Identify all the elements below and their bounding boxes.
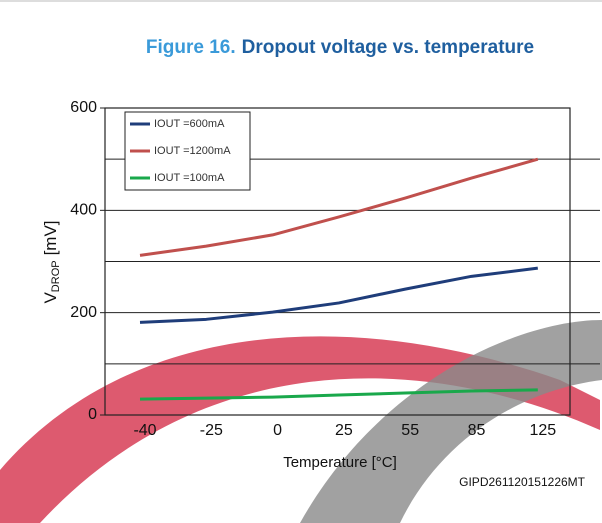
x-tick-label: 55 xyxy=(401,422,419,439)
watermark-gray xyxy=(300,320,602,523)
series-line xyxy=(139,266,538,324)
x-tick-label: -40 xyxy=(133,422,156,439)
y-label-main: V xyxy=(41,292,60,304)
plot-frame xyxy=(104,107,571,416)
y-axis-label: VDROP [mV] xyxy=(41,220,61,303)
x-tick-label: -25 xyxy=(200,422,223,439)
series-line xyxy=(139,388,538,401)
x-tick-label: 25 xyxy=(335,422,353,439)
y-tick-label: 600 xyxy=(70,99,97,116)
title-prefix: Figure 16. xyxy=(146,37,236,58)
series-line xyxy=(139,157,539,257)
legend-label: IOUT =1200mA xyxy=(154,145,231,157)
figure-code: GIPD261120151226MT xyxy=(459,475,586,489)
x-tick-label: 85 xyxy=(468,422,486,439)
x-tick-label: 0 xyxy=(273,422,282,439)
legend-label: IOUT =600mA xyxy=(154,118,225,130)
legend-label: IOUT =100mA xyxy=(154,172,225,184)
y-tick-label: 200 xyxy=(70,304,97,321)
x-tick-label: 125 xyxy=(529,422,556,439)
title-text: Dropout voltage vs. temperature xyxy=(242,37,534,58)
y-tick-label: 0 xyxy=(88,406,97,423)
y-tick-label: 400 xyxy=(70,202,97,219)
chart-title: Figure 16. Dropout voltage vs. temperatur… xyxy=(146,37,534,58)
y-label-unit: [mV] xyxy=(41,220,60,255)
x-axis-label: Temperature [°C] xyxy=(283,454,397,471)
y-label-sub: DROP xyxy=(50,260,62,292)
